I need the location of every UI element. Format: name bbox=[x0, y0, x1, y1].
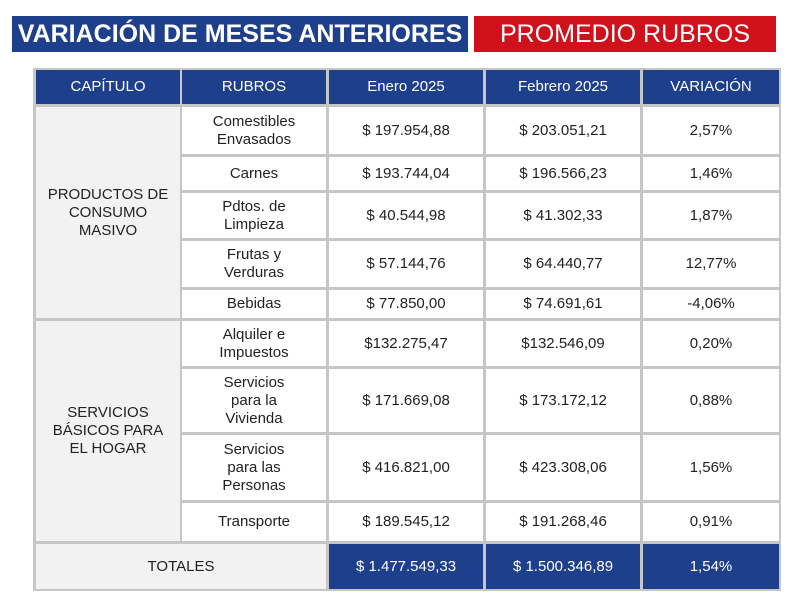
column-header: VARIACIÓN bbox=[643, 70, 779, 104]
variation: 2,57% bbox=[643, 107, 779, 154]
january: $ 57.144,76 bbox=[329, 241, 483, 287]
february: $132.546,09 bbox=[486, 321, 640, 366]
total-january: $ 1.477.549,33 bbox=[329, 544, 483, 589]
subtitle-banner: PROMEDIO RUBROS bbox=[474, 16, 776, 52]
february: $ 423.308,06 bbox=[486, 435, 640, 500]
february: $ 203.051,21 bbox=[486, 107, 640, 154]
january: $ 189.545,12 bbox=[329, 503, 483, 541]
variation: 1,46% bbox=[643, 157, 779, 190]
item: Pdtos. de Limpieza bbox=[182, 193, 326, 238]
table: CAPÍTULO RUBROS Enero 2025 Febrero 2025 VARI… bbox=[33, 68, 781, 591]
january: $ 40.544,98 bbox=[329, 193, 483, 238]
chapter: SERVICIOS BÁSICOS PARA EL HOGAR bbox=[36, 321, 180, 541]
column-header: RUBROS bbox=[182, 70, 326, 104]
february: $ 173.172,12 bbox=[486, 369, 640, 432]
total-february: $ 1.500.346,89 bbox=[486, 544, 640, 589]
january: $ 416.821,00 bbox=[329, 435, 483, 500]
item: Transporte bbox=[182, 503, 326, 541]
january: $132.275,47 bbox=[329, 321, 483, 366]
item: Servicios para las Personas bbox=[182, 435, 326, 500]
total-variation: 1,54% bbox=[643, 544, 779, 589]
item: Carnes bbox=[182, 157, 326, 190]
item: Servicios para la Vivienda bbox=[182, 369, 326, 432]
column-header: CAPÍTULO bbox=[36, 70, 180, 104]
february: $ 74.691,61 bbox=[486, 290, 640, 318]
item: Frutas y Verduras bbox=[182, 241, 326, 287]
january: $ 171.669,08 bbox=[329, 369, 483, 432]
february: $ 41.302,33 bbox=[486, 193, 640, 238]
variation: 12,77% bbox=[643, 241, 779, 287]
february: $ 191.268,46 bbox=[486, 503, 640, 541]
variation: 1,56% bbox=[643, 435, 779, 500]
title-banner: VARIACIÓN DE MESES ANTERIORES bbox=[12, 16, 468, 52]
variation: 1,87% bbox=[643, 193, 779, 238]
variation: 0,20% bbox=[643, 321, 779, 366]
variation: 0,88% bbox=[643, 369, 779, 432]
item: Comestibles Envasados bbox=[182, 107, 326, 154]
february: $ 196.566,23 bbox=[486, 157, 640, 190]
variation: -4,06% bbox=[643, 290, 779, 318]
chapter: PRODUCTOS DE CONSUMO MASIVO bbox=[36, 107, 180, 318]
item: Bebidas bbox=[182, 290, 326, 318]
january: $ 77.850,00 bbox=[329, 290, 483, 318]
january: $ 193.744,04 bbox=[329, 157, 483, 190]
february: $ 64.440,77 bbox=[486, 241, 640, 287]
column-header: Febrero 2025 bbox=[486, 70, 640, 104]
column-header: Enero 2025 bbox=[329, 70, 483, 104]
totals-label: TOTALES bbox=[36, 544, 326, 589]
item: Alquiler e Impuestos bbox=[182, 321, 326, 366]
january: $ 197.954,88 bbox=[329, 107, 483, 154]
variation: 0,91% bbox=[643, 503, 779, 541]
